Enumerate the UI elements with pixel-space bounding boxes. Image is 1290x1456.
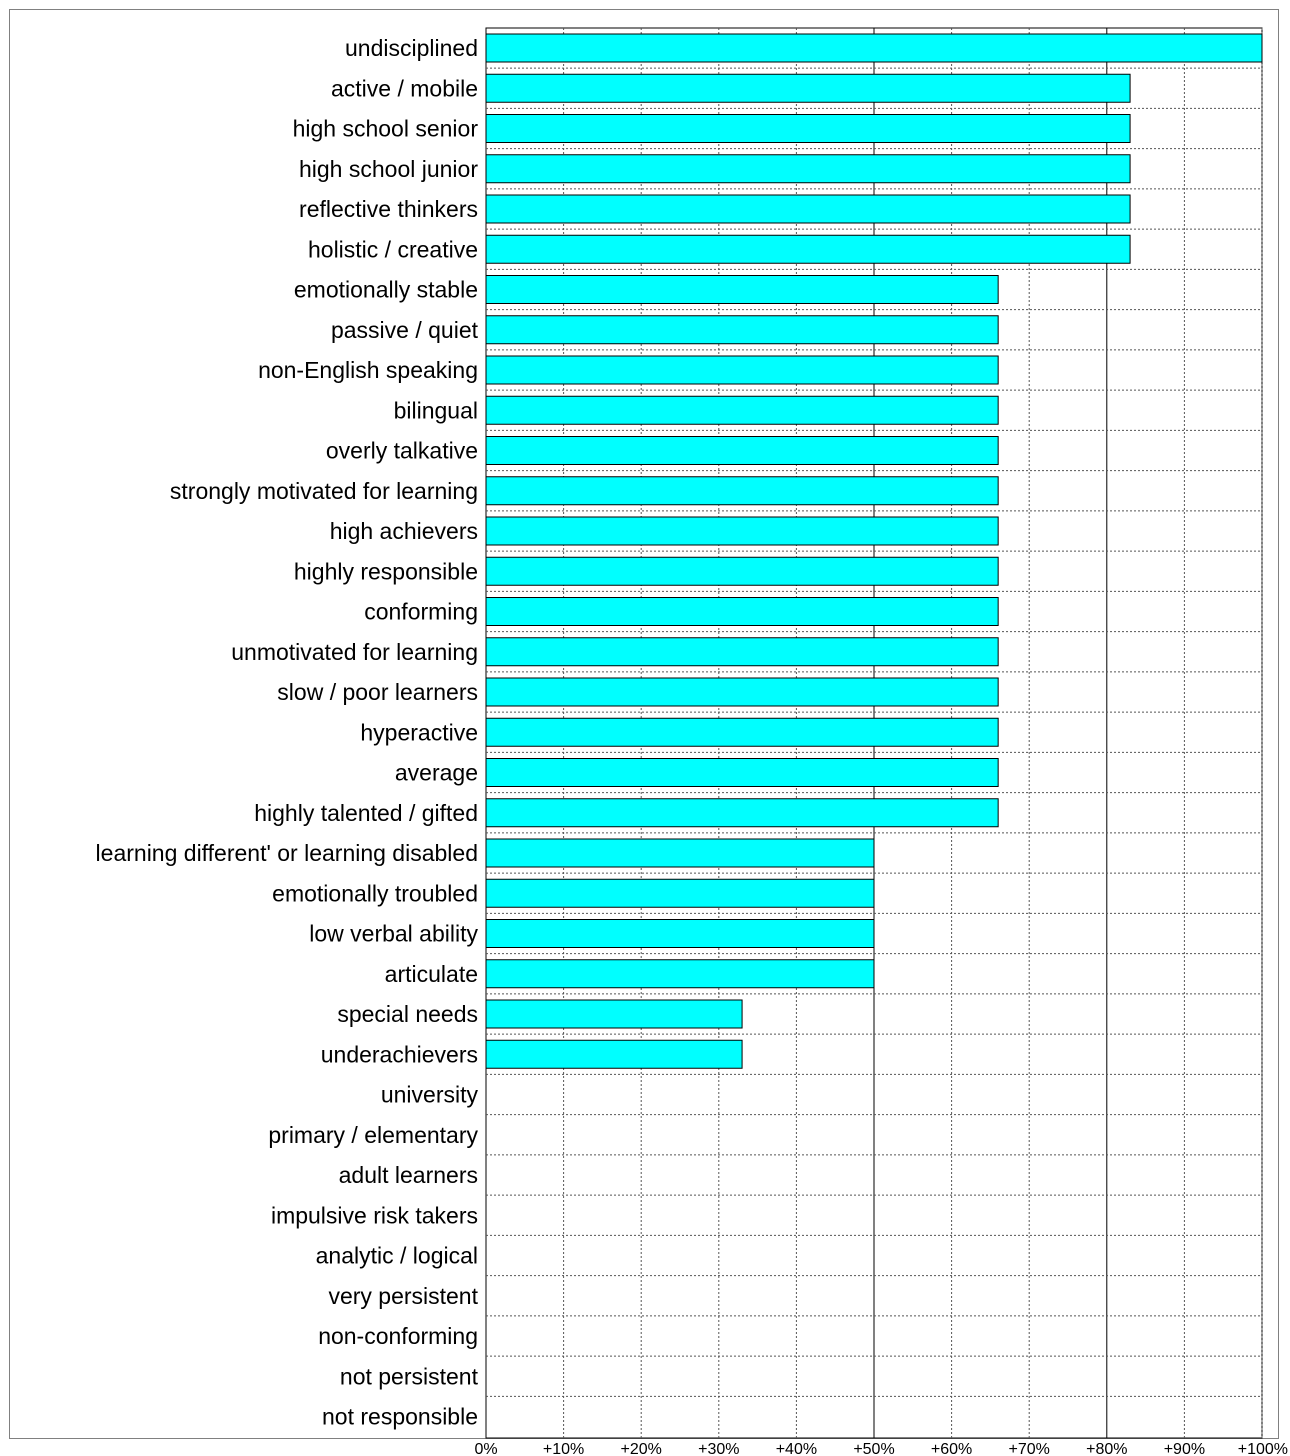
category-label: hyperactive xyxy=(360,719,478,745)
category-label: reflective thinkers xyxy=(299,196,478,222)
bar xyxy=(485,275,999,304)
category-label: not responsible xyxy=(322,1404,478,1430)
category-label: highly responsible xyxy=(294,558,478,584)
category-label: holistic / creative xyxy=(308,236,478,262)
bar xyxy=(485,677,999,707)
category-label: emotionally troubled xyxy=(272,880,478,906)
x-tick-label: +20% xyxy=(621,1441,662,1456)
bar xyxy=(485,919,875,948)
category-label: overly talkative xyxy=(326,438,478,464)
x-tick-label: +60% xyxy=(931,1441,972,1456)
bar xyxy=(485,194,1131,224)
category-label-layer: undisciplined active / mobile high school … xyxy=(96,35,479,1430)
category-label: non-conforming xyxy=(318,1323,478,1349)
category-label: adult learners xyxy=(339,1162,478,1188)
category-label: analytic / logical xyxy=(316,1243,478,1269)
category-label: underachievers xyxy=(321,1041,478,1067)
x-tick-label: +30% xyxy=(698,1441,739,1456)
bar xyxy=(485,234,1131,264)
x-tick-label: +70% xyxy=(1009,1441,1050,1456)
category-label: high school senior xyxy=(293,116,479,142)
x-tick-label: +90% xyxy=(1164,1441,1205,1456)
category-label: high achievers xyxy=(330,518,478,544)
bar xyxy=(485,73,1131,103)
x-tick-label: +10% xyxy=(543,1441,584,1456)
category-label: emotionally stable xyxy=(294,277,478,303)
bar xyxy=(485,154,1131,184)
bar xyxy=(485,878,875,908)
category-label: strongly motivated for learning xyxy=(170,478,478,504)
category-label: highly talented / gifted xyxy=(254,800,478,826)
x-tick-label: +100% xyxy=(1238,1441,1288,1456)
bar xyxy=(485,476,999,506)
bar xyxy=(485,959,875,989)
bar xyxy=(485,395,999,425)
bar xyxy=(485,33,1263,63)
category-label: high school junior xyxy=(299,156,478,182)
x-tick-label-layer: 0% +10% +20% +30% +40% +50% +60% +70% +80% +90% +1… xyxy=(474,1441,1288,1456)
category-label: not persistent xyxy=(340,1363,479,1389)
x-tick-label: 0% xyxy=(474,1441,497,1456)
category-label: unmotivated for learning xyxy=(231,639,478,665)
category-label: conforming xyxy=(364,599,478,625)
bar xyxy=(485,556,999,586)
category-label: primary / elementary xyxy=(268,1122,478,1148)
bar-layer xyxy=(485,33,1263,1069)
bar xyxy=(485,637,999,667)
category-label: bilingual xyxy=(394,397,478,423)
category-label: impulsive risk takers xyxy=(271,1202,478,1228)
category-label: very persistent xyxy=(328,1283,478,1309)
x-tick-label: +80% xyxy=(1086,1441,1127,1456)
category-label: undisciplined xyxy=(345,35,478,61)
bar xyxy=(485,597,999,626)
x-tick-label: +50% xyxy=(853,1441,894,1456)
category-label: learning different' or learning disabled xyxy=(96,840,478,866)
bar xyxy=(485,355,999,385)
category-label: non-English speaking xyxy=(258,357,478,383)
x-tick-label: +40% xyxy=(776,1441,817,1456)
bar xyxy=(485,838,875,868)
bar xyxy=(485,516,999,546)
category-label: average xyxy=(395,760,478,786)
bar xyxy=(485,798,999,828)
category-label: articulate xyxy=(385,961,478,987)
bar xyxy=(485,114,1131,143)
bar xyxy=(485,999,743,1029)
bar xyxy=(485,758,999,787)
bar xyxy=(485,1039,743,1069)
category-label: special needs xyxy=(337,1001,478,1027)
category-label: active / mobile xyxy=(331,75,478,101)
category-label: university xyxy=(381,1082,479,1108)
category-label: slow / poor learners xyxy=(277,679,478,705)
bar xyxy=(485,436,999,465)
bar xyxy=(485,717,999,747)
category-label: passive / quiet xyxy=(331,317,479,343)
bar xyxy=(485,315,999,345)
category-label: low verbal ability xyxy=(309,921,478,947)
